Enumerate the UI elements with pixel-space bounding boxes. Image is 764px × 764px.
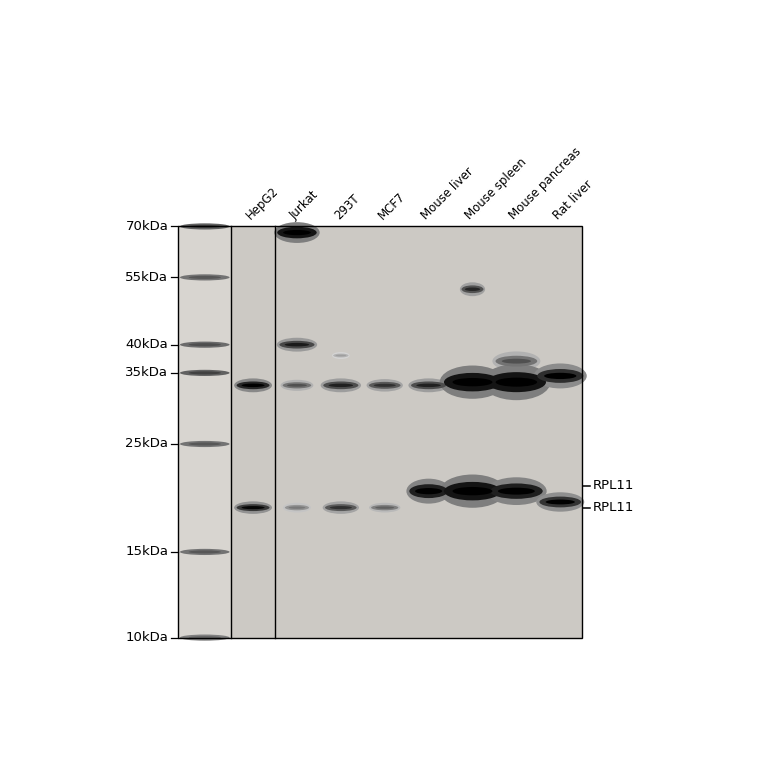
Ellipse shape xyxy=(411,381,446,389)
Ellipse shape xyxy=(323,381,358,389)
Ellipse shape xyxy=(277,338,317,351)
Text: 15kDa: 15kDa xyxy=(125,545,168,558)
Ellipse shape xyxy=(237,381,270,389)
Ellipse shape xyxy=(283,382,311,388)
Ellipse shape xyxy=(487,372,546,392)
Ellipse shape xyxy=(416,384,441,387)
Ellipse shape xyxy=(371,505,398,510)
Ellipse shape xyxy=(180,223,229,229)
Ellipse shape xyxy=(410,484,448,498)
Ellipse shape xyxy=(189,225,221,228)
Ellipse shape xyxy=(189,371,221,374)
Ellipse shape xyxy=(415,488,442,494)
Ellipse shape xyxy=(329,384,353,387)
Ellipse shape xyxy=(237,504,270,511)
Ellipse shape xyxy=(444,482,501,500)
Text: 40kDa: 40kDa xyxy=(125,338,168,351)
Ellipse shape xyxy=(287,384,307,387)
Text: 25kDa: 25kDa xyxy=(125,438,168,451)
Text: MCF7: MCF7 xyxy=(376,189,408,222)
Ellipse shape xyxy=(180,370,229,376)
Bar xyxy=(179,226,231,638)
Text: 55kDa: 55kDa xyxy=(125,271,168,284)
Ellipse shape xyxy=(321,378,361,392)
Ellipse shape xyxy=(180,274,229,280)
Ellipse shape xyxy=(460,283,485,296)
Ellipse shape xyxy=(502,359,531,364)
Text: Mouse pancreas: Mouse pancreas xyxy=(507,145,584,222)
Ellipse shape xyxy=(375,507,394,509)
Ellipse shape xyxy=(189,343,221,346)
Ellipse shape xyxy=(277,227,317,238)
Ellipse shape xyxy=(498,487,535,494)
Ellipse shape xyxy=(367,379,403,392)
Ellipse shape xyxy=(274,222,319,243)
Text: Rat liver: Rat liver xyxy=(551,177,595,222)
Ellipse shape xyxy=(241,384,264,387)
Ellipse shape xyxy=(461,286,484,293)
Ellipse shape xyxy=(406,479,451,503)
Ellipse shape xyxy=(452,378,493,387)
Text: Mouse liver: Mouse liver xyxy=(419,164,477,222)
Ellipse shape xyxy=(180,441,229,447)
Ellipse shape xyxy=(289,507,306,509)
Ellipse shape xyxy=(444,373,501,391)
Ellipse shape xyxy=(283,230,311,235)
Text: Jurkat: Jurkat xyxy=(288,188,322,222)
Text: 293T: 293T xyxy=(332,192,362,222)
Ellipse shape xyxy=(465,287,480,291)
Ellipse shape xyxy=(189,550,221,553)
Text: 70kDa: 70kDa xyxy=(125,220,168,233)
Ellipse shape xyxy=(544,373,576,379)
Ellipse shape xyxy=(280,380,313,391)
Ellipse shape xyxy=(374,384,396,387)
Ellipse shape xyxy=(545,500,575,504)
Text: RPL11: RPL11 xyxy=(592,480,633,493)
Ellipse shape xyxy=(496,377,537,387)
Ellipse shape xyxy=(189,276,221,279)
Ellipse shape xyxy=(283,503,311,513)
Ellipse shape xyxy=(333,354,348,358)
Ellipse shape xyxy=(189,442,221,445)
Ellipse shape xyxy=(285,505,309,510)
Ellipse shape xyxy=(539,497,581,507)
Ellipse shape xyxy=(180,342,229,348)
Text: HepG2: HepG2 xyxy=(244,184,281,222)
Ellipse shape xyxy=(234,378,272,392)
Ellipse shape xyxy=(534,364,587,388)
Ellipse shape xyxy=(280,341,315,348)
Ellipse shape xyxy=(322,501,359,514)
Bar xyxy=(179,226,582,638)
Ellipse shape xyxy=(369,382,400,389)
Ellipse shape xyxy=(189,636,221,639)
Ellipse shape xyxy=(409,378,448,392)
Ellipse shape xyxy=(440,474,505,508)
Text: 35kDa: 35kDa xyxy=(125,367,168,380)
Ellipse shape xyxy=(452,487,493,495)
Ellipse shape xyxy=(180,549,229,555)
Ellipse shape xyxy=(335,354,346,356)
Ellipse shape xyxy=(493,351,540,371)
Ellipse shape xyxy=(482,364,550,400)
Ellipse shape xyxy=(332,352,350,359)
Ellipse shape xyxy=(486,478,547,505)
Ellipse shape xyxy=(369,503,400,513)
Ellipse shape xyxy=(180,635,229,641)
Text: 10kDa: 10kDa xyxy=(125,631,168,644)
Ellipse shape xyxy=(234,501,272,514)
Ellipse shape xyxy=(241,506,264,509)
Text: RPL11: RPL11 xyxy=(592,501,633,514)
Bar xyxy=(231,226,582,638)
Ellipse shape xyxy=(490,484,542,499)
Ellipse shape xyxy=(440,365,505,399)
Ellipse shape xyxy=(496,356,537,367)
Ellipse shape xyxy=(537,369,583,383)
Ellipse shape xyxy=(325,504,357,511)
Text: Mouse spleen: Mouse spleen xyxy=(463,155,529,222)
Ellipse shape xyxy=(536,492,584,512)
Ellipse shape xyxy=(330,506,352,509)
Ellipse shape xyxy=(285,343,309,346)
